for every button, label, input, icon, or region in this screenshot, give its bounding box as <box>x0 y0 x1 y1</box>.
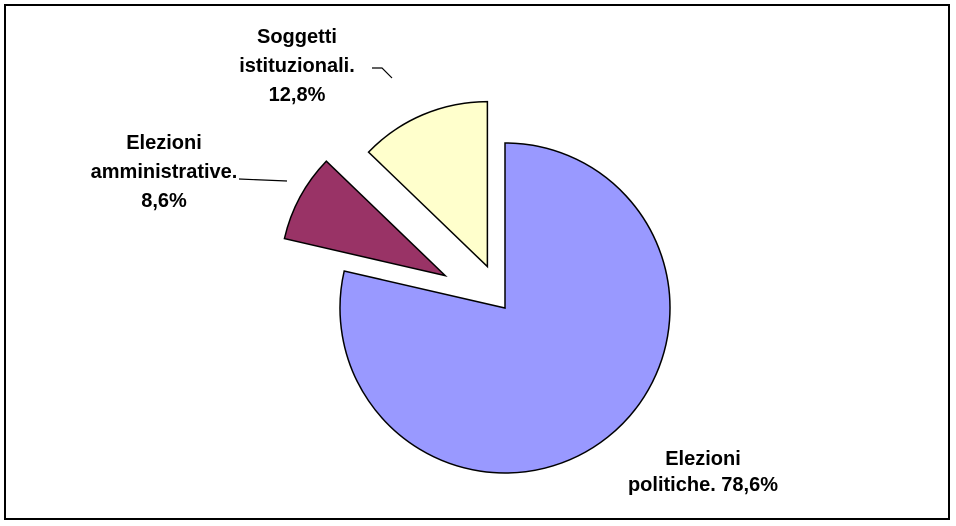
leader-lines <box>238 67 393 182</box>
label-soggetti-istituzionali-line: 12,8% <box>269 84 326 106</box>
label-soggetti-istituzionali-leader-line <box>372 67 393 79</box>
label-elezioni-politiche-line: Elezioni <box>665 448 741 470</box>
label-elezioni-politiche: Elezioni politiche. 78,6% <box>628 448 778 496</box>
slices-layer <box>283 100 671 474</box>
label-elezioni-amministrative: Elezioni amministrative. 8,6% <box>91 132 238 212</box>
label-elezioni-amministrative-line: 8,6% <box>141 190 187 212</box>
slice-soggetti-istituzionali <box>367 100 489 269</box>
label-elezioni-amministrative-line: Elezioni <box>126 132 202 154</box>
label-elezioni-politiche-line: politiche. 78,6% <box>628 474 778 496</box>
slice-elezioni-amministrative <box>283 160 448 277</box>
label-soggetti-istituzionali-line: istituzionali. <box>239 55 355 77</box>
label-elezioni-amministrative-line: amministrative. <box>91 161 238 183</box>
slice-elezioni-politiche <box>339 142 671 474</box>
labels-layer: Elezioni politiche. 78,6% Elezioni amminist… <box>91 26 779 496</box>
label-soggetti-istituzionali: Soggetti istituzionali. 12,8% <box>239 26 355 106</box>
label-elezioni-amministrative-leader-line <box>238 178 288 182</box>
label-soggetti-istituzionali-line: Soggetti <box>257 26 337 48</box>
